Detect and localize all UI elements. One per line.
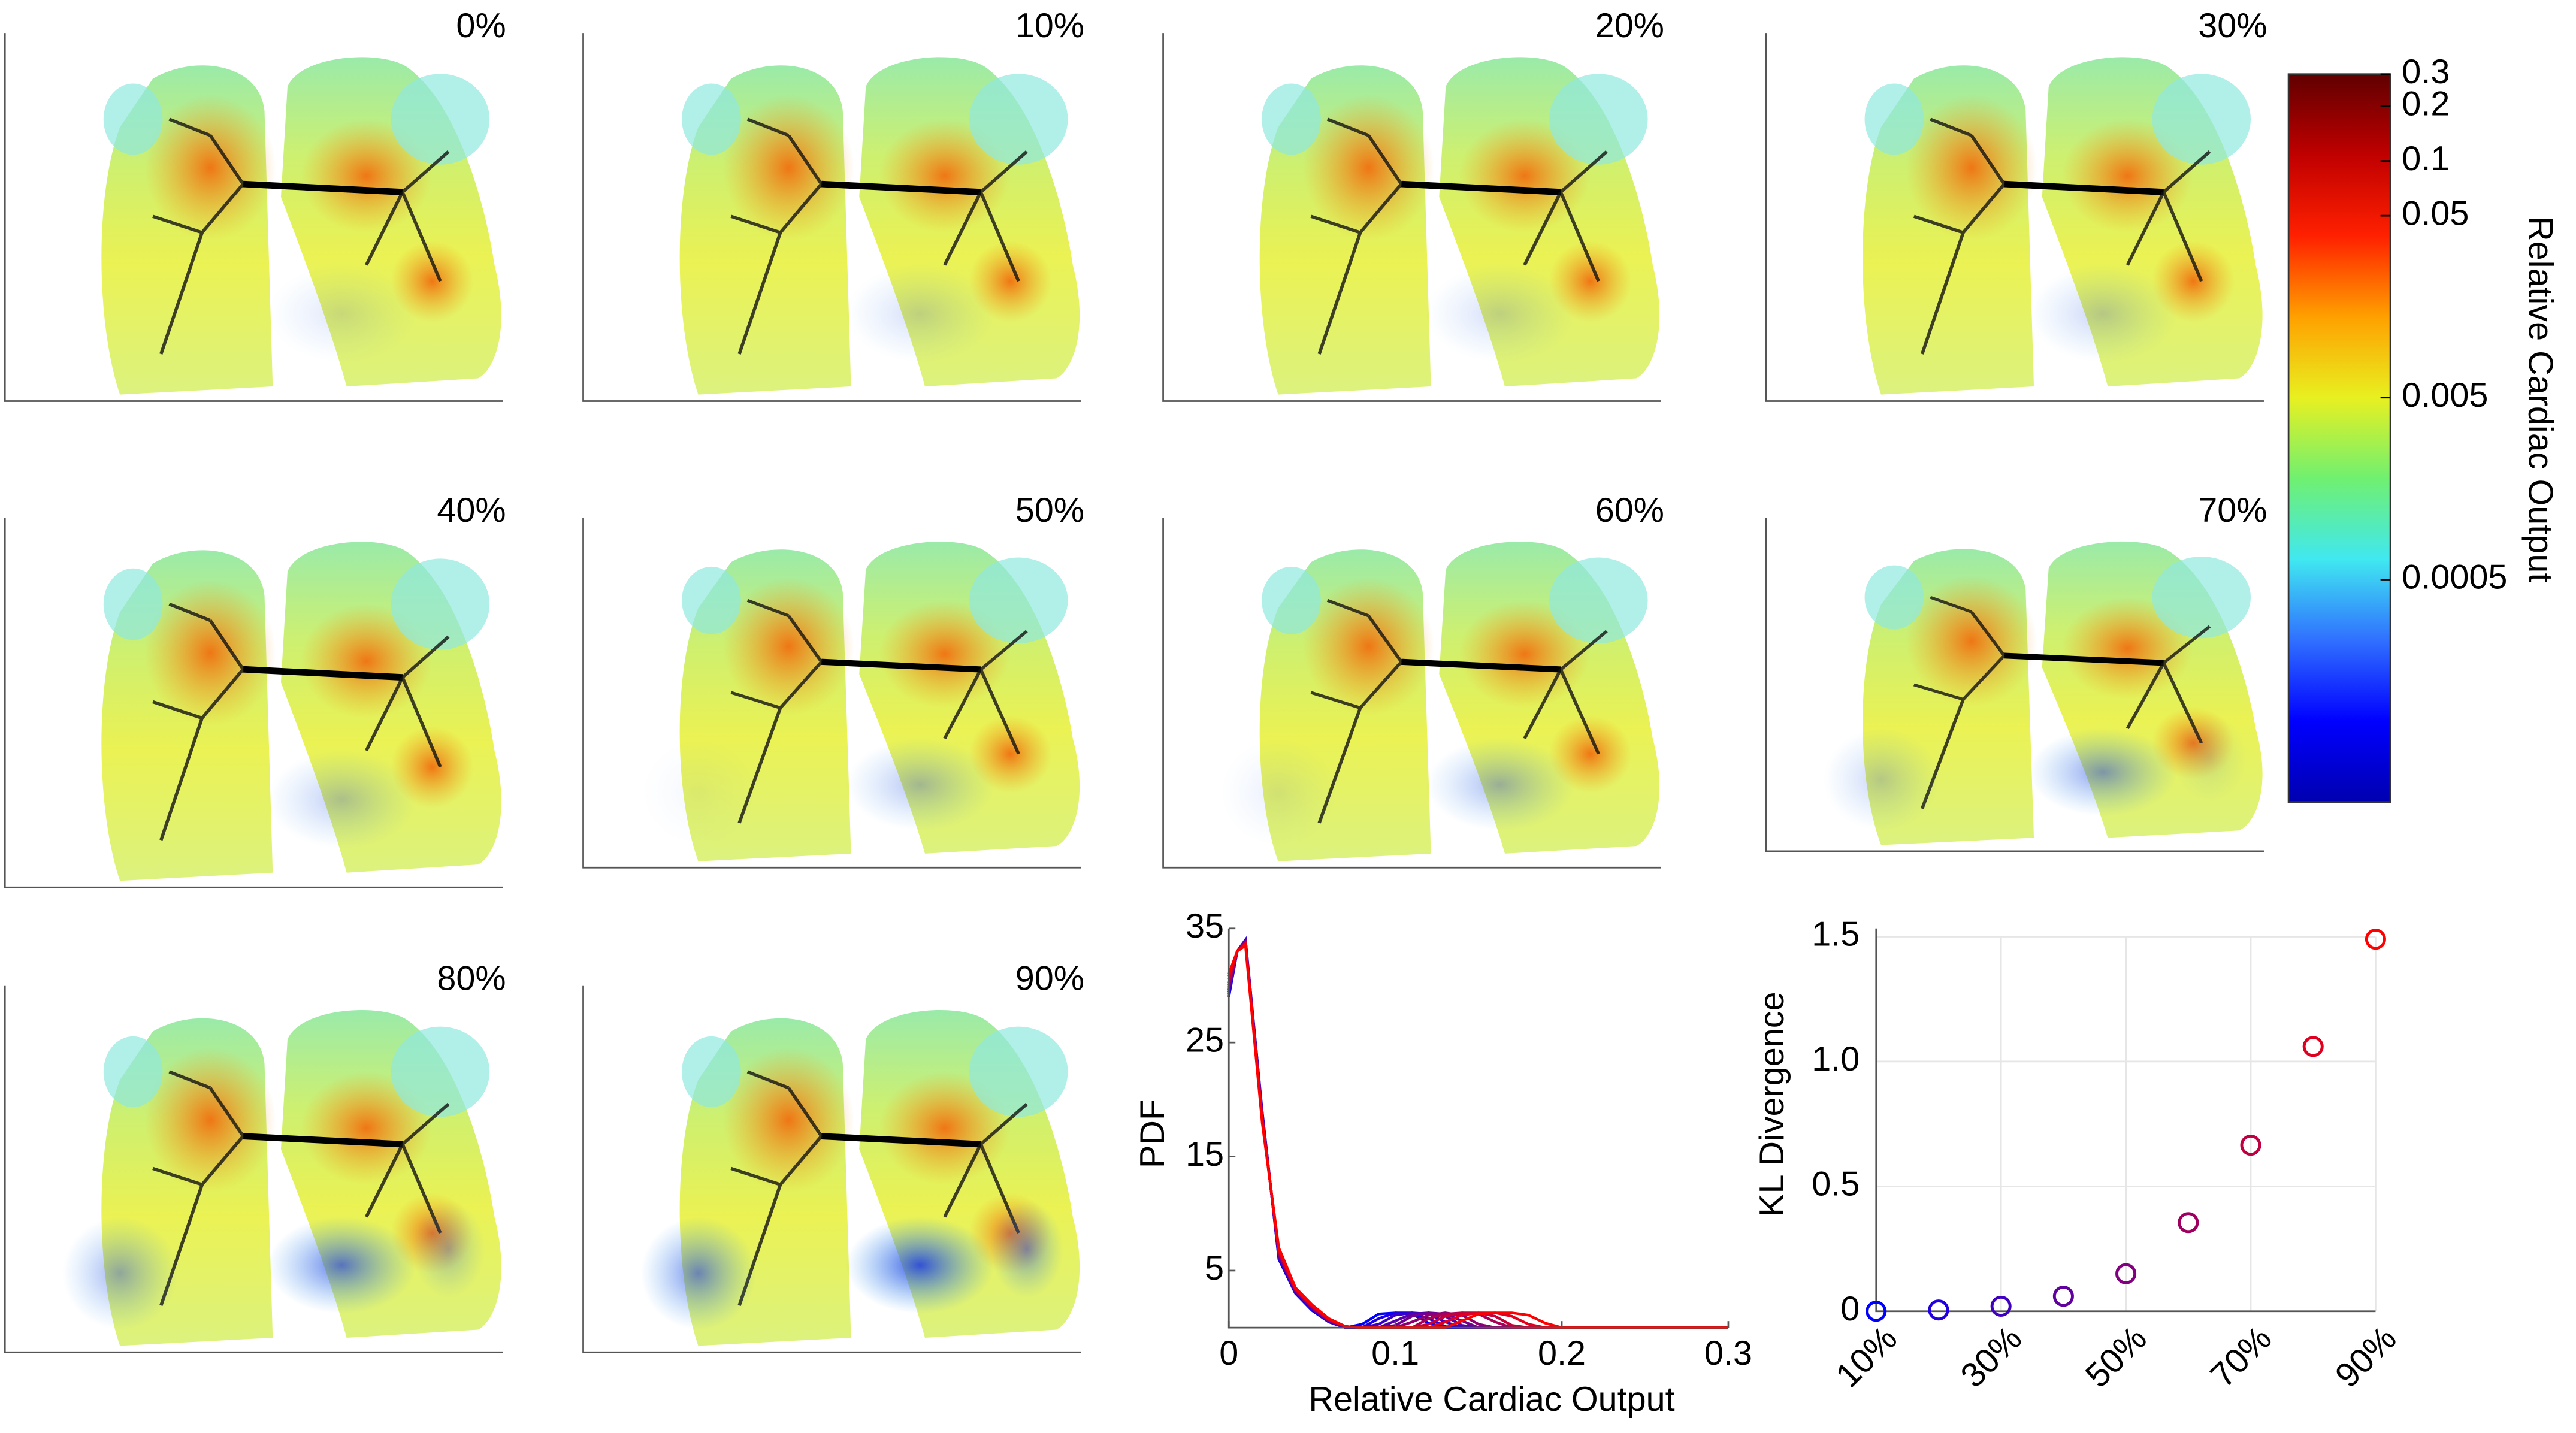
low-perfusion-region [268,1217,416,1314]
x-tick-label: 0.1 [1371,1334,1419,1372]
panel-axes [1162,33,1661,402]
x-tick-label: 30% [1954,1319,2030,1395]
lung-panel: 80% [4,960,506,1353]
kl-point [2115,1263,2137,1284]
colorbar-tick-label: 0.3 [2402,53,2450,91]
x-tick-label: 0.3 [1704,1334,1752,1372]
pdf-line [1227,943,1728,1329]
y-axis-label: PDF [1133,1099,1172,1168]
panel-label: 10% [1015,7,1084,45]
lung-panel: 30% [1765,7,2267,402]
low-perfusion-region [268,750,416,848]
panel-axes [4,985,503,1353]
pdf-line [1227,936,1728,1329]
low-perfusion-region [1426,738,1574,831]
panel-axes [4,518,503,888]
x-tick-label: 10% [1828,1319,1904,1395]
panel-label: 50% [1015,491,1084,530]
y-tick-label: 15 [1186,1135,1224,1174]
low-perfusion-region [2173,714,2246,802]
lung-panel: 40% [4,491,506,888]
panel-axes [582,985,1081,1353]
colorbar-tick-label: 0.005 [2402,376,2488,415]
y-tick-label: 1.0 [1812,1040,1860,1078]
panel-axes [4,33,503,402]
low-perfusion-region [1426,265,1574,362]
kl-point [2302,1036,2324,1057]
lung-panel: 20% [1162,7,1664,402]
pdf-line [1227,936,1728,1329]
colorbar [2287,73,2391,803]
pdf-line [1227,938,1728,1329]
kl-point [2052,1286,2074,1307]
kl-point [2240,1134,2261,1156]
y-tick-label: 25 [1186,1021,1224,1059]
panel-axes [1162,518,1661,869]
panel-label: 30% [2198,7,2267,45]
x-tick-label: 90% [2328,1319,2404,1395]
panel-label: 20% [1595,7,1664,45]
lung-panel: 0% [4,7,506,402]
kl-point [2365,929,2386,950]
kl-point [1990,1295,2012,1317]
x-tick-label: 0 [1219,1334,1238,1372]
kl-point [2178,1212,2199,1234]
pdf-line [1227,939,1728,1329]
low-perfusion-region [62,1217,178,1330]
panel-axes [1765,518,2264,852]
lung-panel: 90% [582,960,1084,1353]
axes [1875,928,2376,1313]
pdf-line [1227,939,1728,1329]
panel-label: 60% [1595,491,1664,530]
panel-label: 40% [437,491,506,530]
low-perfusion-region [846,738,994,831]
x-tick-label: 70% [2203,1319,2279,1395]
lung-panel: 50% [582,491,1084,869]
panel-label: 70% [2198,491,2267,530]
panel-axes [582,518,1081,869]
low-perfusion-region [846,1217,994,1314]
x-tick-label: 0.2 [1538,1334,1586,1372]
lung-panel: 70% [1765,491,2267,852]
y-tick-label: 5 [1205,1249,1224,1287]
low-perfusion-region [640,738,756,847]
axes [1227,928,1728,1329]
lung-panel: 10% [582,7,1084,402]
pdf-line [1227,940,1728,1329]
kl-point [1928,1299,1949,1321]
y-tick-label: 0 [1840,1290,1860,1328]
low-perfusion-region [846,265,994,362]
pdf-line [1227,938,1728,1329]
panel-axes [1765,33,2264,402]
y-tick-label: 1.5 [1812,915,1860,954]
low-perfusion-region [268,265,416,362]
low-perfusion-region [1824,728,1939,831]
panel-label: 90% [1015,960,1084,998]
panel-label: 80% [437,960,506,998]
colorbar-tick-label: 0.05 [2402,194,2469,232]
panel-axes [582,33,1081,402]
pdf-line [1227,940,1728,1329]
x-tick-label: 50% [2078,1319,2154,1395]
colorbar-label: Relative Cardiac Output [2521,216,2560,582]
y-tick-label: 35 [1186,907,1224,945]
low-perfusion-region [2028,265,2177,362]
kl-point [1866,1301,1887,1322]
low-perfusion-region [412,1201,485,1298]
low-perfusion-region [1220,738,1336,847]
panel-label: 0% [456,7,506,45]
y-axis-label: KL Divergence [1753,991,1791,1217]
low-perfusion-region [2028,728,2177,816]
y-tick-label: 0.5 [1812,1165,1860,1204]
low-perfusion-region [990,1201,1063,1298]
colorbar-tick-label: 0.1 [2402,140,2450,178]
lung-panel: 60% [1162,491,1664,869]
x-axis-label: Relative Cardiac Output [1308,1380,1674,1419]
colorbar-tick-label: 0.0005 [2402,558,2507,597]
pdf-line [1227,942,1728,1329]
low-perfusion-region [640,1217,756,1330]
colorbar-tick-label: 0.2 [2402,84,2450,123]
